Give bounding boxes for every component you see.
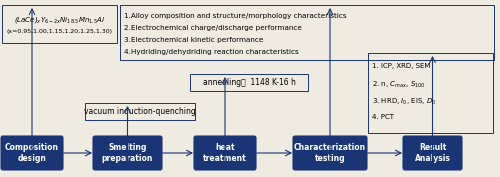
Text: 3.Electrochemical kinetic performance: 3.Electrochemical kinetic performance (124, 37, 264, 43)
Text: vacuum induction-quenching: vacuum induction-quenching (84, 107, 196, 116)
Text: 4. PCT: 4. PCT (372, 114, 394, 120)
Text: Characterization
testing: Characterization testing (294, 143, 366, 163)
Text: annealing：  1148 K-16 h: annealing： 1148 K-16 h (202, 78, 296, 87)
FancyBboxPatch shape (194, 136, 256, 170)
Text: 1.Alloy composition and structure/morphology characteristics: 1.Alloy composition and structure/morpho… (124, 13, 346, 19)
FancyBboxPatch shape (1, 136, 63, 170)
Text: 4.Hydriding/dehydriding reaction characteristics: 4.Hydriding/dehydriding reaction charact… (124, 49, 299, 55)
Text: Result
Analysis: Result Analysis (414, 143, 450, 163)
FancyBboxPatch shape (293, 136, 367, 170)
FancyBboxPatch shape (403, 136, 462, 170)
Text: 3. HRD, $I_0$, EIS, $D_0$: 3. HRD, $I_0$, EIS, $D_0$ (372, 97, 436, 107)
Text: Composition
design: Composition design (5, 143, 59, 163)
Text: 1. ICP, XRD, SEM: 1. ICP, XRD, SEM (372, 63, 430, 69)
Text: 2. n, $C_{max}$, $S_{100}$: 2. n, $C_{max}$, $S_{100}$ (372, 80, 426, 90)
Text: heat
treatment: heat treatment (203, 143, 247, 163)
FancyBboxPatch shape (93, 136, 162, 170)
Text: (LaCe)$_x$Y$_{6-2x}$Ni$_{18.5}$Mn$_{1.5}$Al: (LaCe)$_x$Y$_{6-2x}$Ni$_{18.5}$Mn$_{1.5}… (14, 15, 105, 25)
Text: (x=0.95,1.00,1.15,1.20,1.25,1.30): (x=0.95,1.00,1.15,1.20,1.25,1.30) (6, 29, 112, 34)
Text: Smelting
preparation: Smelting preparation (102, 143, 153, 163)
Text: 2.Electrochemical charge/discharge performance: 2.Electrochemical charge/discharge perfo… (124, 25, 302, 31)
